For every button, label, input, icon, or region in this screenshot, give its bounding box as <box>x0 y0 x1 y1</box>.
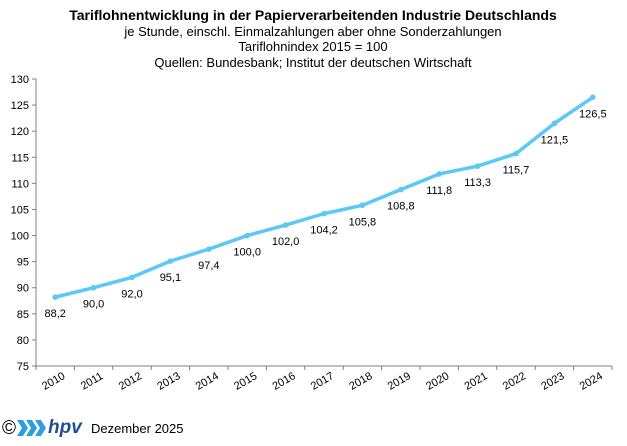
x-tick-label: 2020 <box>424 370 451 393</box>
x-tick-label: 2017 <box>309 370 336 393</box>
y-tick-label: 105 <box>11 204 29 216</box>
data-point <box>590 94 596 101</box>
data-label: 95,1 <box>160 272 181 284</box>
data-label: 108,8 <box>387 201 415 213</box>
y-tick-label: 80 <box>17 335 29 347</box>
data-point <box>436 171 443 177</box>
x-tick-label: 2021 <box>462 370 489 393</box>
data-point <box>513 150 519 157</box>
data-point <box>398 186 404 193</box>
x-tick-label: 2014 <box>194 370 221 393</box>
x-tick-label: 2018 <box>347 370 374 393</box>
y-tick-label: 95 <box>17 257 29 269</box>
y-tick-label: 100 <box>11 231 29 243</box>
x-tick-label: 2012 <box>117 370 144 393</box>
chart-subtitle-3: Quellen: Bundesbank; Institut der deutsc… <box>154 55 472 70</box>
x-tick-label: 2015 <box>232 370 259 393</box>
data-point <box>206 246 212 252</box>
copyright-symbol: © <box>2 417 16 439</box>
data-point <box>359 202 366 209</box>
x-tick-label: 2010 <box>40 370 67 393</box>
data-label: 102,0 <box>272 236 300 248</box>
data-point <box>474 163 481 169</box>
footer: © hpv Dezember 2025 <box>2 414 184 442</box>
data-point <box>52 294 58 300</box>
y-tick-label: 120 <box>11 126 29 138</box>
line-chart: Tariflohnentwicklung in der Papierverarb… <box>11 7 613 393</box>
y-tick-label: 115 <box>11 152 29 164</box>
x-tick-label: 2011 <box>79 370 105 392</box>
data-label: 126,5 <box>579 108 607 120</box>
y-tick-label: 125 <box>11 100 29 112</box>
chart-title: Tariflohnentwicklung in der Papierverarb… <box>69 7 557 23</box>
data-label: 100,0 <box>233 247 261 259</box>
y-tick-label: 110 <box>11 178 29 190</box>
y-tick-label: 130 <box>11 74 29 86</box>
y-tick-label: 85 <box>17 309 29 321</box>
x-tick-label: 2024 <box>578 370 605 393</box>
data-label: 92,0 <box>121 288 142 300</box>
data-label: 105,8 <box>349 216 377 228</box>
data-label: 97,4 <box>198 260 219 272</box>
x-tick-label: 2023 <box>539 370 566 393</box>
data-point <box>129 274 135 281</box>
x-tick-label: 2013 <box>155 370 182 393</box>
data-label: 104,2 <box>310 225 338 237</box>
chart-subtitle-1: je Stunde, einschl. Einmalzahlungen aber… <box>123 24 501 39</box>
data-point <box>167 258 174 264</box>
data-label: 88,2 <box>44 308 65 320</box>
data-point <box>90 284 97 291</box>
y-tick-label: 90 <box>17 283 29 295</box>
y-tick-label: 75 <box>17 361 29 373</box>
svg-text:hpv: hpv <box>48 417 83 438</box>
data-point <box>551 120 558 127</box>
hpv-logo: hpv <box>48 417 83 438</box>
data-point <box>321 210 327 217</box>
series-line <box>53 95 595 299</box>
footer-date: Dezember 2025 <box>91 420 184 436</box>
data-point <box>282 222 289 228</box>
x-tick-label: 2016 <box>270 370 297 393</box>
x-tick-label: 2022 <box>501 370 528 393</box>
data-label: 121,5 <box>541 134 569 146</box>
data-label: 111,8 <box>426 185 452 197</box>
data-label: 90,0 <box>83 299 104 311</box>
hpv-arrows-icon <box>17 420 46 436</box>
data-label: 113,3 <box>464 177 491 189</box>
data-point <box>244 232 250 239</box>
x-tick-label: 2019 <box>386 370 413 393</box>
chart-subtitle-2: Tariflohnindex 2015 = 100 <box>238 39 387 54</box>
data-label: 115,7 <box>503 165 530 177</box>
